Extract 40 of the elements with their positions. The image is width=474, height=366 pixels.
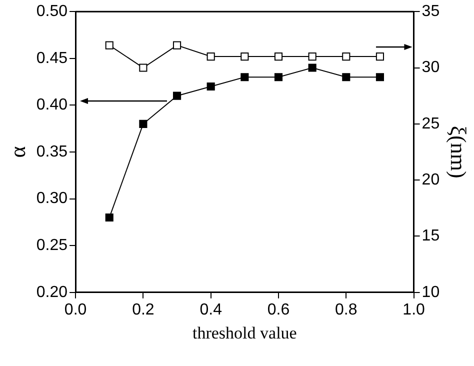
point [308,52,316,61]
y-tick-label: 0.45 [36,50,68,67]
point [206,52,215,61]
point [172,41,182,50]
x-tick-label: 0.0 [64,301,87,318]
y2-tick-label: 30 [422,59,440,76]
point [240,52,249,61]
y2-tick-label: 10 [422,284,440,301]
point [376,52,384,61]
point [274,73,283,82]
y2-tick-label: 20 [422,171,440,188]
x-tick-label: 0.8 [335,301,358,318]
point [139,64,148,72]
y2-axis-title: ξ(nm) [446,126,472,178]
point [240,73,249,82]
y-axis-title: α [4,146,30,158]
x-tick-label: 0.2 [132,301,154,318]
point [172,92,182,100]
point [376,73,384,82]
point [342,73,350,82]
x-tick-label: 1.0 [402,301,426,318]
point [342,52,350,61]
x-tick-label: 0.4 [200,301,222,318]
x-axis-title: threshold value [192,323,297,342]
y2-tick-label: 35 [422,3,440,20]
y-tick-label: 0.50 [36,3,68,20]
y-tick-label: 0.40 [36,96,68,114]
point [274,52,283,61]
point [308,64,316,72]
point [206,82,215,91]
y-tick-label: 0.25 [36,237,68,254]
point [105,41,114,50]
y-tick-label: 0.20 [36,284,68,301]
y-tick-label: 0.30 [36,190,68,208]
y2-tick-label: 15 [422,228,440,245]
point [105,213,114,222]
point [139,120,148,128]
y-tick-label: 0.35 [36,143,68,160]
x-tick-label: 0.6 [267,301,290,318]
y2-tick-label: 25 [422,115,440,132]
